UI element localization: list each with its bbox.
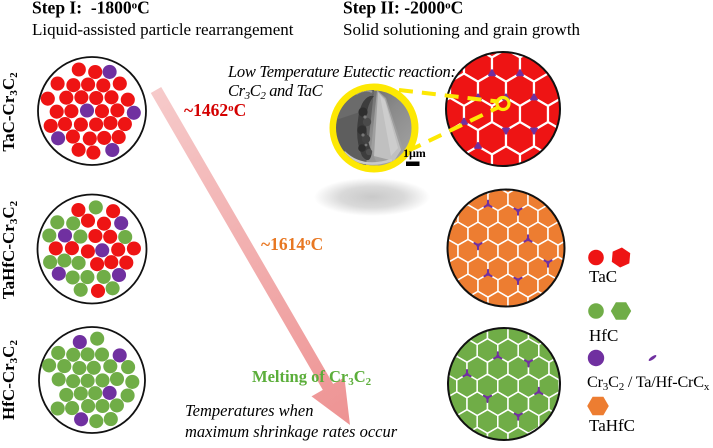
svg-text:~1462o​C: ~1462o​C [184,100,246,120]
svg-text:Melting of Cr3​C2​: Melting of Cr3​C2​ [252,367,372,388]
svg-text:Solid solutioning and grain gr: Solid solutioning and grain growth [343,20,581,39]
svg-text:Cr3​C2​ / Ta/Hf-CrCx​: Cr3​C2​ / Ta/Hf-CrCx​ [587,373,710,393]
svg-text:Step I: -1800o​C: Step I: -1800o​C [32,0,150,18]
svg-text:Low Temperature Eutectic react: Low Temperature Eutectic reaction: [227,62,456,81]
svg-text:maximum shrinkage rates occur: maximum shrinkage rates occur [185,422,398,441]
svg-text:Step II: -2000o​C: Step II: -2000o​C [343,0,463,18]
svg-text:Liquid-assisted particle rearr: Liquid-assisted particle rearrangement [32,20,294,39]
svg-text:1μm: 1μm [403,146,426,160]
svg-text:HfC: HfC [589,326,618,345]
svg-text:HfC-Cr3​C2​: HfC-Cr3​C2​ [0,340,20,420]
svg-text:Cr3​C2​ and TaC: Cr3​C2​ and TaC [228,81,324,102]
svg-text:TaHfC-Cr3​C2​: TaHfC-Cr3​C2​ [0,200,20,299]
svg-text:Temperatures when: Temperatures when [185,401,314,420]
svg-text:~1614o​C: ~1614o​C [261,234,323,254]
svg-text:TaHfC: TaHfC [589,416,635,435]
svg-text:TaC-Cr3​C2​: TaC-Cr3​C2​ [0,72,20,152]
svg-text:TaC: TaC [589,267,617,286]
